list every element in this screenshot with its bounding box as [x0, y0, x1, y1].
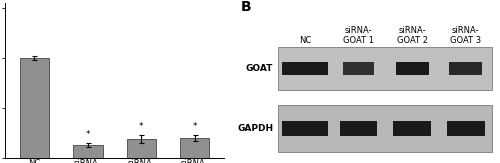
Bar — [344, 62, 374, 75]
Bar — [73, 145, 102, 158]
Bar — [340, 121, 378, 136]
Text: GAPDH: GAPDH — [237, 124, 273, 133]
Bar — [126, 139, 156, 158]
Text: *: * — [192, 122, 197, 131]
Text: *: * — [86, 130, 90, 139]
Bar — [282, 121, 328, 136]
Text: B: B — [240, 0, 251, 14]
Bar — [447, 121, 484, 136]
Bar — [180, 138, 210, 158]
Text: NC: NC — [299, 36, 311, 45]
Text: siRNA-
GOAT 2: siRNA- GOAT 2 — [396, 26, 428, 45]
Bar — [450, 62, 482, 75]
Bar — [282, 62, 328, 75]
Text: siRNA-
GOAT 1: siRNA- GOAT 1 — [343, 26, 374, 45]
Bar — [278, 105, 492, 152]
Bar — [278, 47, 492, 90]
Bar — [396, 62, 428, 75]
Text: siRNA-
GOAT 3: siRNA- GOAT 3 — [450, 26, 482, 45]
Text: *: * — [139, 122, 143, 131]
Bar — [393, 121, 431, 136]
Bar — [20, 58, 49, 158]
Text: GOAT: GOAT — [246, 64, 273, 73]
